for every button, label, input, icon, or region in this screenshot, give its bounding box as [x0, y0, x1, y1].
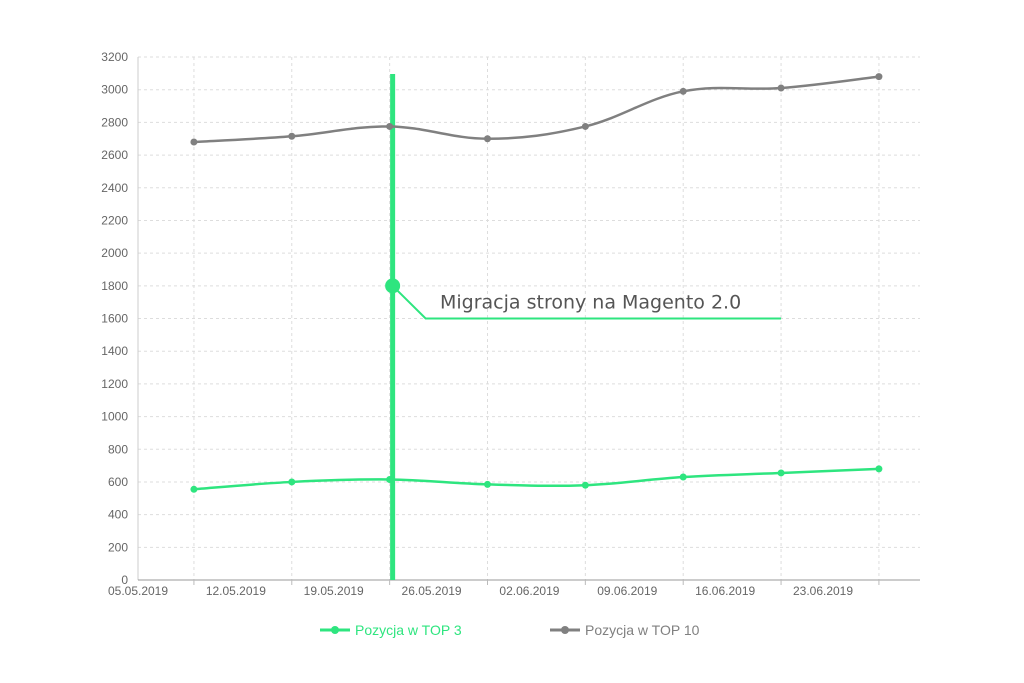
series-point-top10 — [777, 84, 785, 92]
x-tick-label: 12.05.2019 — [206, 584, 266, 598]
y-tick-label: 2800 — [101, 115, 128, 129]
series-point-top10 — [386, 122, 394, 130]
y-tick-label: 2000 — [101, 246, 128, 260]
series-layer — [190, 73, 883, 493]
series-point-top3 — [386, 475, 394, 483]
legend-swatch-dot — [561, 626, 569, 634]
y-tick-label: 0 — [121, 573, 128, 587]
x-tick-label: 09.06.2019 — [597, 584, 657, 598]
series-point-top3 — [483, 480, 491, 488]
y-tick-label: 2400 — [101, 181, 128, 195]
y-tick-label: 2200 — [101, 213, 128, 227]
x-tick-label: 05.05.2019 — [108, 584, 168, 598]
series-point-top3 — [875, 465, 883, 473]
series-point-top10 — [679, 87, 687, 95]
x-tick-label: 19.05.2019 — [304, 584, 364, 598]
legend: Pozycja w TOP 3 Pozycja w TOP 10 — [320, 622, 700, 638]
series-point-top3 — [581, 481, 589, 489]
series-point-top10 — [875, 73, 883, 81]
x-tick-label: 02.06.2019 — [499, 584, 559, 598]
x-tick-label: 23.06.2019 — [793, 584, 853, 598]
y-tick-label: 600 — [108, 475, 128, 489]
series-point-top10 — [581, 122, 589, 130]
series-point-top3 — [777, 469, 785, 477]
legend-entry-label: Pozycja w TOP 3 — [355, 622, 462, 638]
y-tick-label: 1400 — [101, 344, 128, 358]
series-point-top10 — [288, 132, 296, 140]
y-tick-label: 200 — [108, 540, 128, 554]
annotation-leader-line — [391, 285, 782, 320]
y-tick-label: 3200 — [101, 50, 128, 64]
x-axis-ticks: 05.05.2019 12.05.2019 19.05.2019 26.05.2019… — [108, 580, 880, 598]
x-tick-label: 16.06.2019 — [695, 584, 755, 598]
series-line-top10 — [193, 75, 880, 144]
y-tick-label: 1800 — [101, 279, 128, 293]
y-tick-label: 1600 — [101, 312, 128, 326]
y-tick-label: 400 — [108, 508, 128, 522]
legend-swatch-dot — [331, 626, 339, 634]
legend-entry-label: Pozycja w TOP 10 — [585, 622, 700, 638]
y-tick-label: 1200 — [101, 377, 128, 391]
series-point-top3 — [679, 473, 687, 481]
series-point-top3 — [190, 485, 198, 493]
annotation: Migracja strony na Magento 2.0 — [385, 278, 782, 320]
axes — [137, 57, 920, 581]
annotation-marker — [385, 278, 401, 294]
series-line-top3 — [193, 467, 879, 491]
series-point-top3 — [288, 478, 296, 486]
y-tick-label: 2600 — [101, 148, 128, 162]
y-tick-label: 1000 — [101, 410, 128, 424]
series-point-top10 — [190, 138, 198, 146]
y-tick-label: 800 — [108, 442, 128, 456]
series-point-top10 — [483, 135, 491, 143]
y-tick-label: 3000 — [101, 83, 128, 97]
annotation-label: Migracja strony na Magento 2.0 — [440, 292, 741, 314]
y-axis-ticks: 0 200 400 600 800 1000 1200 1400 1600 1800 2000 220… — [101, 50, 128, 587]
x-tick-label: 26.05.2019 — [402, 584, 462, 598]
